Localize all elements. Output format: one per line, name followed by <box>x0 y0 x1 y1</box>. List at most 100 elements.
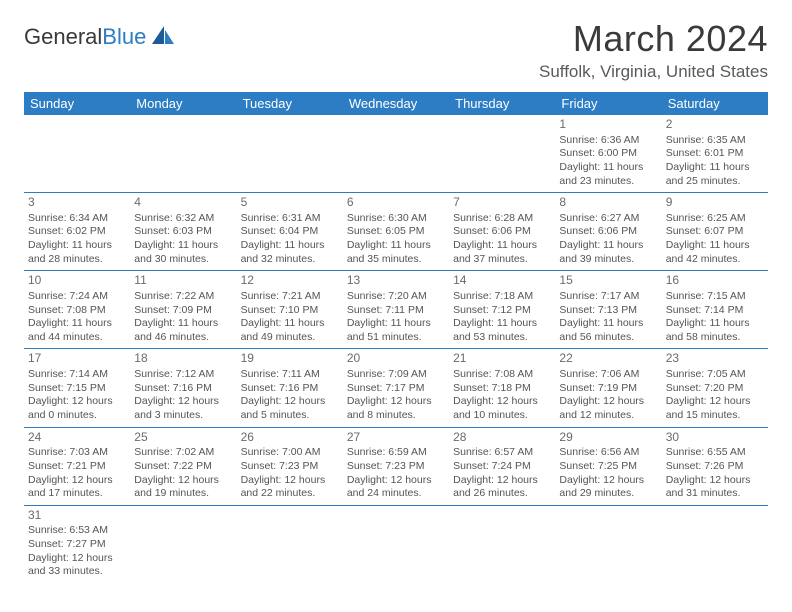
empty-cell <box>130 506 236 583</box>
day-cell: 19Sunrise: 7:11 AMSunset: 7:16 PMDayligh… <box>237 349 343 426</box>
day-header-cell: Friday <box>555 92 661 115</box>
sunset-text: Sunset: 6:03 PM <box>134 225 232 239</box>
logo-text-1: General <box>24 24 102 50</box>
sunrise-text: Sunrise: 6:30 AM <box>347 212 445 226</box>
day-number: 10 <box>28 273 126 289</box>
day-cell: 28Sunrise: 6:57 AMSunset: 7:24 PMDayligh… <box>449 428 555 505</box>
sunset-text: Sunset: 7:16 PM <box>134 382 232 396</box>
day-cell: 7Sunrise: 6:28 AMSunset: 6:06 PMDaylight… <box>449 193 555 270</box>
sunset-text: Sunset: 7:21 PM <box>28 460 126 474</box>
sunrise-text: Sunrise: 6:25 AM <box>666 212 764 226</box>
empty-cell <box>555 506 661 583</box>
day-cell: 6Sunrise: 6:30 AMSunset: 6:05 PMDaylight… <box>343 193 449 270</box>
empty-cell <box>343 115 449 192</box>
day-cell: 3Sunrise: 6:34 AMSunset: 6:02 PMDaylight… <box>24 193 130 270</box>
day-header-cell: Thursday <box>449 92 555 115</box>
month-title: March 2024 <box>539 18 768 60</box>
sunset-text: Sunset: 6:06 PM <box>453 225 551 239</box>
sunrise-text: Sunrise: 7:06 AM <box>559 368 657 382</box>
sunset-text: Sunset: 7:24 PM <box>453 460 551 474</box>
daylight-text: Daylight: 11 hours and 39 minutes. <box>559 239 657 266</box>
daylight-text: Daylight: 12 hours and 3 minutes. <box>134 395 232 422</box>
title-block: March 2024 Suffolk, Virginia, United Sta… <box>539 18 768 82</box>
day-number: 5 <box>241 195 339 211</box>
day-number: 8 <box>559 195 657 211</box>
day-number: 31 <box>28 508 126 524</box>
empty-cell <box>130 115 236 192</box>
sunset-text: Sunset: 6:07 PM <box>666 225 764 239</box>
day-number: 14 <box>453 273 551 289</box>
day-cell: 4Sunrise: 6:32 AMSunset: 6:03 PMDaylight… <box>130 193 236 270</box>
sunset-text: Sunset: 7:20 PM <box>666 382 764 396</box>
day-cell: 25Sunrise: 7:02 AMSunset: 7:22 PMDayligh… <box>130 428 236 505</box>
daylight-text: Daylight: 11 hours and 49 minutes. <box>241 317 339 344</box>
daylight-text: Daylight: 11 hours and 28 minutes. <box>28 239 126 266</box>
header: GeneralBlue March 2024 Suffolk, Virginia… <box>24 18 768 82</box>
daylight-text: Daylight: 12 hours and 24 minutes. <box>347 474 445 501</box>
daylight-text: Daylight: 11 hours and 35 minutes. <box>347 239 445 266</box>
day-number: 20 <box>347 351 445 367</box>
day-cell: 29Sunrise: 6:56 AMSunset: 7:25 PMDayligh… <box>555 428 661 505</box>
day-cell: 9Sunrise: 6:25 AMSunset: 6:07 PMDaylight… <box>662 193 768 270</box>
sunset-text: Sunset: 6:01 PM <box>666 147 764 161</box>
day-number: 16 <box>666 273 764 289</box>
sunrise-text: Sunrise: 7:03 AM <box>28 446 126 460</box>
day-cell: 2Sunrise: 6:35 AMSunset: 6:01 PMDaylight… <box>662 115 768 192</box>
day-cell: 8Sunrise: 6:27 AMSunset: 6:06 PMDaylight… <box>555 193 661 270</box>
day-cell: 5Sunrise: 6:31 AMSunset: 6:04 PMDaylight… <box>237 193 343 270</box>
sunset-text: Sunset: 7:23 PM <box>347 460 445 474</box>
day-cell: 20Sunrise: 7:09 AMSunset: 7:17 PMDayligh… <box>343 349 449 426</box>
calendar-grid: SundayMondayTuesdayWednesdayThursdayFrid… <box>24 92 768 583</box>
sunrise-text: Sunrise: 6:57 AM <box>453 446 551 460</box>
day-cell: 17Sunrise: 7:14 AMSunset: 7:15 PMDayligh… <box>24 349 130 426</box>
day-header-cell: Monday <box>130 92 236 115</box>
day-number: 22 <box>559 351 657 367</box>
week-row: 1Sunrise: 6:36 AMSunset: 6:00 PMDaylight… <box>24 115 768 193</box>
day-cell: 26Sunrise: 7:00 AMSunset: 7:23 PMDayligh… <box>237 428 343 505</box>
daylight-text: Daylight: 11 hours and 37 minutes. <box>453 239 551 266</box>
day-header-cell: Wednesday <box>343 92 449 115</box>
day-number: 23 <box>666 351 764 367</box>
empty-cell <box>449 115 555 192</box>
daylight-text: Daylight: 11 hours and 30 minutes. <box>134 239 232 266</box>
day-cell: 21Sunrise: 7:08 AMSunset: 7:18 PMDayligh… <box>449 349 555 426</box>
sunrise-text: Sunrise: 7:08 AM <box>453 368 551 382</box>
sunset-text: Sunset: 7:27 PM <box>28 538 126 552</box>
week-row: 24Sunrise: 7:03 AMSunset: 7:21 PMDayligh… <box>24 428 768 506</box>
sunset-text: Sunset: 7:10 PM <box>241 304 339 318</box>
day-number: 7 <box>453 195 551 211</box>
daylight-text: Daylight: 11 hours and 42 minutes. <box>666 239 764 266</box>
sunset-text: Sunset: 7:18 PM <box>453 382 551 396</box>
sunset-text: Sunset: 6:05 PM <box>347 225 445 239</box>
sunrise-text: Sunrise: 7:21 AM <box>241 290 339 304</box>
sunrise-text: Sunrise: 6:36 AM <box>559 134 657 148</box>
daylight-text: Daylight: 12 hours and 19 minutes. <box>134 474 232 501</box>
empty-cell <box>662 506 768 583</box>
sunset-text: Sunset: 7:12 PM <box>453 304 551 318</box>
day-number: 9 <box>666 195 764 211</box>
daylight-text: Daylight: 11 hours and 25 minutes. <box>666 161 764 188</box>
daylight-text: Daylight: 11 hours and 46 minutes. <box>134 317 232 344</box>
day-cell: 30Sunrise: 6:55 AMSunset: 7:26 PMDayligh… <box>662 428 768 505</box>
day-cell: 11Sunrise: 7:22 AMSunset: 7:09 PMDayligh… <box>130 271 236 348</box>
daylight-text: Daylight: 12 hours and 15 minutes. <box>666 395 764 422</box>
day-number: 19 <box>241 351 339 367</box>
day-number: 26 <box>241 430 339 446</box>
daylight-text: Daylight: 12 hours and 31 minutes. <box>666 474 764 501</box>
day-cell: 15Sunrise: 7:17 AMSunset: 7:13 PMDayligh… <box>555 271 661 348</box>
daylight-text: Daylight: 11 hours and 23 minutes. <box>559 161 657 188</box>
sunrise-text: Sunrise: 6:31 AM <box>241 212 339 226</box>
week-row: 3Sunrise: 6:34 AMSunset: 6:02 PMDaylight… <box>24 193 768 271</box>
sunrise-text: Sunrise: 6:27 AM <box>559 212 657 226</box>
sunset-text: Sunset: 6:00 PM <box>559 147 657 161</box>
day-cell: 18Sunrise: 7:12 AMSunset: 7:16 PMDayligh… <box>130 349 236 426</box>
logo-sail-icon <box>150 24 176 46</box>
day-header-cell: Tuesday <box>237 92 343 115</box>
daylight-text: Daylight: 12 hours and 10 minutes. <box>453 395 551 422</box>
logo: GeneralBlue <box>24 24 176 50</box>
day-cell: 22Sunrise: 7:06 AMSunset: 7:19 PMDayligh… <box>555 349 661 426</box>
day-number: 1 <box>559 117 657 133</box>
sunrise-text: Sunrise: 7:11 AM <box>241 368 339 382</box>
sunrise-text: Sunrise: 7:18 AM <box>453 290 551 304</box>
week-row: 17Sunrise: 7:14 AMSunset: 7:15 PMDayligh… <box>24 349 768 427</box>
